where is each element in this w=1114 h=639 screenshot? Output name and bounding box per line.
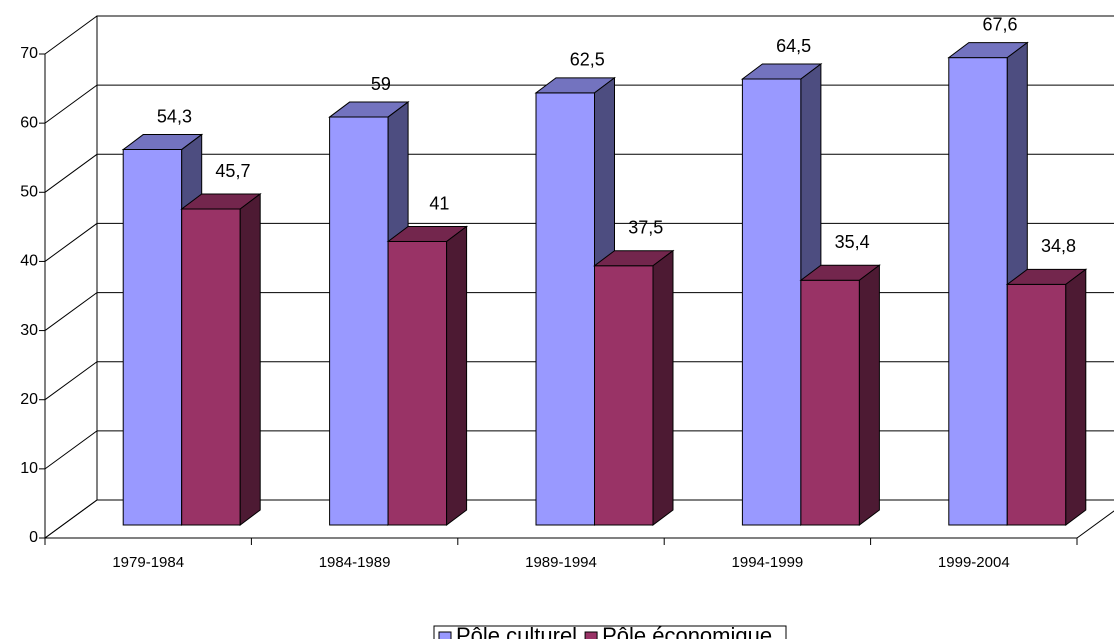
y-tick-label: 40 bbox=[20, 253, 38, 270]
legend-label: Pôle culturel bbox=[456, 623, 577, 639]
legend-swatch bbox=[438, 631, 452, 639]
bar bbox=[593, 249, 675, 526]
value-label: 64,5 bbox=[776, 36, 811, 56]
bar-front bbox=[387, 241, 448, 526]
y-tick-label: 20 bbox=[20, 391, 38, 408]
bar-side bbox=[858, 264, 880, 526]
bar-side bbox=[446, 225, 468, 526]
bar-side bbox=[239, 193, 261, 526]
value-label: 62,5 bbox=[570, 50, 605, 70]
value-label: 45,7 bbox=[215, 161, 250, 181]
bar-front bbox=[1006, 283, 1067, 526]
value-label: 35,4 bbox=[835, 232, 870, 252]
y-tick-label: 50 bbox=[20, 184, 38, 201]
legend-swatch bbox=[584, 631, 598, 639]
value-label: 34,8 bbox=[1041, 236, 1076, 256]
bar-front bbox=[948, 57, 1008, 526]
x-tick-label: 1994-1999 bbox=[732, 554, 804, 571]
bar-front bbox=[535, 92, 595, 526]
bar-front bbox=[741, 78, 802, 526]
bar-front bbox=[329, 116, 389, 526]
x-tick-label: 1984-1989 bbox=[319, 554, 391, 571]
bar-side bbox=[652, 249, 674, 526]
value-label: 37,5 bbox=[628, 217, 663, 237]
x-tick-label: 1999-2004 bbox=[938, 554, 1010, 571]
legend-label: Pôle économique bbox=[602, 623, 772, 639]
bar bbox=[799, 264, 881, 526]
value-label: 54,3 bbox=[157, 106, 192, 126]
bar bbox=[180, 193, 262, 526]
value-label: 41 bbox=[429, 193, 449, 213]
grid-line bbox=[44, 15, 1114, 55]
bar-front bbox=[181, 208, 241, 526]
y-tick-label: 60 bbox=[20, 114, 38, 131]
bar bbox=[386, 225, 469, 526]
value-label: 59 bbox=[371, 74, 391, 94]
bar-side bbox=[1065, 268, 1087, 526]
y-tick-label: 10 bbox=[20, 460, 38, 477]
x-tick-label: 1989-1994 bbox=[525, 554, 597, 571]
bar-front bbox=[594, 265, 654, 526]
y-tick-label: 30 bbox=[20, 322, 38, 339]
legend-box bbox=[433, 625, 787, 639]
bar-front bbox=[122, 149, 183, 526]
bar-front bbox=[800, 279, 860, 526]
value-label: 67,6 bbox=[983, 14, 1018, 34]
bar bbox=[1005, 268, 1088, 526]
y-tick-label: 0 bbox=[29, 529, 38, 546]
x-tick-label: 1979-1984 bbox=[112, 554, 184, 571]
y-tick-label: 70 bbox=[20, 45, 38, 62]
